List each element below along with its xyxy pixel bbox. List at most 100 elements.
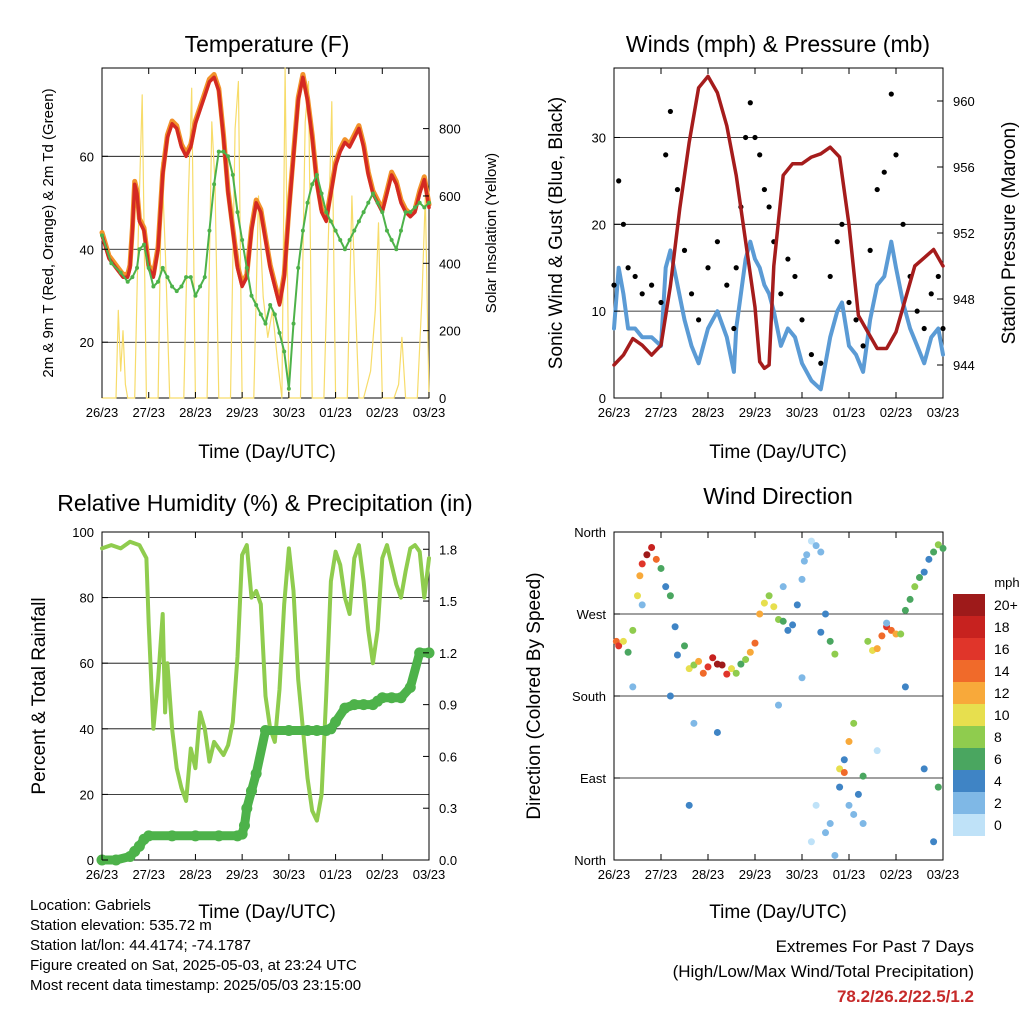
humidity-xtick-label: 01/23	[319, 867, 352, 882]
dewpoint-point	[109, 261, 114, 266]
temperature-xtick-label: 26/23	[86, 405, 119, 420]
dewpoint-point	[137, 247, 142, 252]
gust-point	[663, 152, 669, 158]
pressure-y2tick-label: 956	[953, 160, 975, 175]
station-location: Location: Gabriels	[30, 897, 151, 914]
precipitation-point	[358, 699, 370, 711]
direction-point	[634, 592, 641, 600]
direction-xtick-label: 01/23	[833, 867, 866, 882]
dewpoint-point	[249, 293, 254, 298]
direction-point	[662, 583, 670, 591]
direction-point	[789, 621, 797, 629]
direction-ytick-label: West	[577, 607, 607, 622]
dewpoint-point	[314, 172, 319, 177]
gust-point	[853, 317, 859, 323]
gust-point	[893, 152, 899, 158]
direction-point	[859, 820, 867, 828]
precipitation-point	[311, 725, 323, 737]
dewpoint-point	[380, 210, 385, 215]
direction-point	[681, 642, 688, 650]
legend-label: 8	[994, 729, 1002, 745]
precip-y2tick-label: 0.0	[439, 853, 457, 868]
direction-point	[742, 656, 750, 664]
gust-point	[766, 204, 772, 210]
dewpoint-point	[170, 284, 175, 289]
direction-point	[718, 661, 726, 669]
gust-point	[714, 239, 721, 245]
dewpoint-point	[384, 228, 389, 233]
dewpoint-point	[216, 149, 221, 154]
dewpoint-point	[221, 149, 226, 154]
direction-point	[812, 801, 820, 809]
gust-point	[839, 221, 845, 227]
pressure-line	[612, 74, 945, 371]
dewpoint-point	[174, 289, 179, 294]
legend-label: 14	[994, 663, 1010, 679]
precipitation-point	[330, 716, 342, 728]
dewpoint-point	[230, 172, 235, 177]
dewpoint-point	[328, 219, 333, 224]
direction-point	[826, 637, 834, 645]
gust-point	[649, 282, 655, 288]
humidity-ytick-label: 40	[80, 722, 94, 737]
gust-point	[757, 152, 763, 158]
legend-swatch	[953, 792, 985, 814]
direction-point	[629, 626, 637, 634]
direction-point	[695, 657, 703, 665]
legend-label: 20+	[994, 597, 1018, 613]
dewpoint-point	[142, 242, 147, 247]
direction-xtick-label: 27/23	[645, 867, 678, 882]
extremes-subtitle: (High/Low/Max Wind/Total Precipitation)	[672, 962, 974, 981]
humidity-xtick-label: 30/23	[273, 867, 306, 882]
direction-point	[878, 632, 886, 640]
gust-point	[724, 282, 730, 288]
gust-point	[611, 282, 617, 288]
gust-point	[681, 247, 688, 253]
gust-point	[846, 299, 852, 306]
precipitation-point	[241, 802, 253, 814]
humidity-xtick-label: 03/23	[413, 867, 446, 882]
precipitation-point	[245, 785, 257, 797]
direction-title: Wind Direction	[703, 483, 853, 509]
direction-xtick-label: 02/23	[880, 867, 913, 882]
dewpoint-point	[282, 349, 287, 354]
dewpoint-point	[118, 270, 123, 275]
winds-xtick-label: 29/23	[739, 405, 772, 420]
direction-point	[864, 637, 872, 645]
precip-y2tick-label: 1.5	[439, 594, 457, 609]
precipitation-point	[213, 830, 225, 842]
legend-swatch	[953, 616, 985, 638]
pressure-y2tick-label: 948	[953, 292, 975, 307]
dewpoint-point	[226, 154, 231, 159]
direction-point	[779, 583, 787, 591]
temperature-ytick-label: 60	[80, 149, 94, 164]
direction-point	[638, 601, 646, 609]
figure-created: Figure created on Sat, 2025-05-03, at 23…	[30, 957, 357, 974]
legend-swatch	[953, 770, 985, 792]
direction-point	[817, 628, 825, 636]
dewpoint-point	[300, 228, 305, 233]
temperature-ytick-label: 40	[80, 242, 94, 257]
dewpoint-point	[356, 219, 361, 224]
direction-point	[836, 783, 844, 791]
temperature-xtick-label: 03/23	[413, 405, 446, 420]
precip-y2tick-label: 0.9	[439, 698, 457, 713]
direction-point	[850, 719, 858, 727]
dewpoint-point	[291, 321, 296, 326]
dewpoint-point	[422, 205, 427, 210]
wind-direction-panel: Wind Direction NorthEastSouthWestNorth26…	[524, 483, 1020, 923]
dewpoint-point	[319, 191, 324, 196]
station-elevation: Station elevation: 535.72 m	[30, 917, 212, 934]
direction-point	[840, 756, 848, 764]
gust-point	[743, 134, 749, 141]
dewpoint-point	[277, 330, 282, 335]
humidity-precip-panel: Relative Humidity (%) & Precipitation (i…	[29, 490, 473, 923]
direction-point	[930, 838, 938, 846]
direction-point	[690, 661, 698, 669]
solar-ylabel: Solar Insolation (Yellow)	[483, 153, 500, 313]
direction-point	[685, 665, 693, 673]
temperature-xtick-label: 27/23	[132, 405, 165, 420]
humidity-ytick-label: 80	[80, 591, 94, 606]
direction-point	[934, 541, 942, 549]
dewpoint-point	[165, 275, 170, 280]
